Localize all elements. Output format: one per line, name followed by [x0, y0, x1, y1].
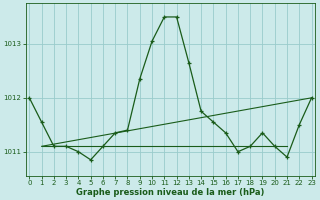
X-axis label: Graphe pression niveau de la mer (hPa): Graphe pression niveau de la mer (hPa): [76, 188, 265, 197]
